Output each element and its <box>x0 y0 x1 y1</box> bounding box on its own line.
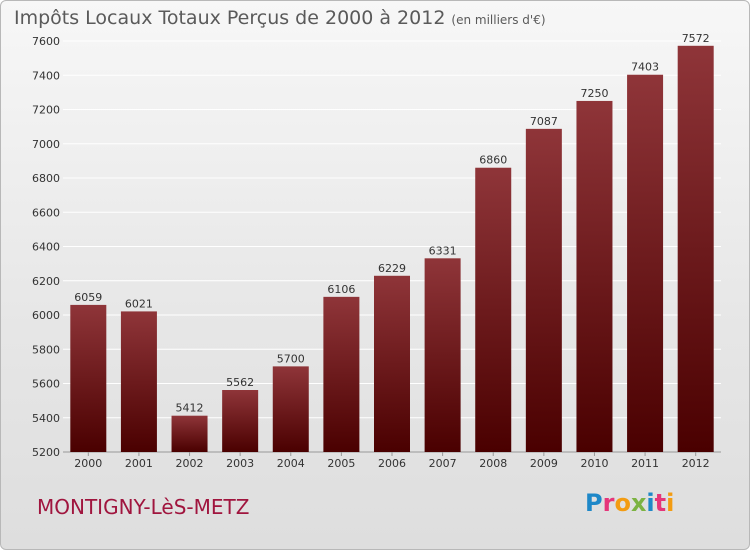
x-tick-label: 2007 <box>429 457 457 470</box>
data-label: 6331 <box>429 244 457 257</box>
x-tick-label: 2011 <box>631 457 659 470</box>
x-tick-label: 2005 <box>327 457 355 470</box>
bar-2007 <box>424 258 461 452</box>
data-label: 5562 <box>226 376 254 389</box>
y-tick-label: 7000 <box>32 138 60 151</box>
brand-letter: o <box>614 489 631 517</box>
x-tick-label: 2004 <box>277 457 305 470</box>
data-label: 5700 <box>277 352 305 365</box>
y-tick-label: 7400 <box>32 69 60 82</box>
data-label: 7572 <box>682 32 710 45</box>
bar-2006 <box>374 275 410 452</box>
x-tick-label: 2008 <box>479 457 507 470</box>
brand-letter: P <box>585 489 603 517</box>
x-tick-label: 2009 <box>530 457 558 470</box>
bar-2001 <box>120 311 157 452</box>
y-tick-label: 6800 <box>32 172 60 185</box>
x-tick-label: 2003 <box>226 457 254 470</box>
chart-subtitle: (en milliers d'€) <box>451 13 546 27</box>
data-label: 6229 <box>378 262 406 275</box>
x-tick-label: 2012 <box>682 457 710 470</box>
x-tick-label: 2000 <box>74 457 102 470</box>
city-name: MONTIGNY-LèS-METZ <box>37 495 250 519</box>
y-tick-label: 7200 <box>32 104 60 117</box>
x-tick-label: 2001 <box>125 457 153 470</box>
data-label: 7087 <box>530 115 558 128</box>
brand-letter: t <box>654 489 667 517</box>
bar-2004 <box>272 366 309 452</box>
title-text: Impôts Locaux Totaux Perçus de 2000 à 20… <box>14 7 446 29</box>
data-label: 6059 <box>74 291 102 304</box>
data-label: 5412 <box>176 402 204 415</box>
brand-letter: x <box>630 489 647 517</box>
bar-2010 <box>576 100 613 452</box>
bar-2008 <box>475 167 512 452</box>
bar-2012 <box>677 45 714 453</box>
brand-letter: i <box>646 489 655 517</box>
bar-2009 <box>525 128 562 452</box>
y-tick-label: 5200 <box>32 446 60 459</box>
bar-2003 <box>222 390 259 452</box>
chart-title: Impôts Locaux Totaux Perçus de 2000 à 20… <box>14 7 546 29</box>
y-tick-label: 7600 <box>32 35 60 48</box>
y-tick-label: 5600 <box>32 378 60 391</box>
y-tick-label: 5400 <box>32 412 60 425</box>
y-tick-label: 5800 <box>32 343 60 356</box>
bar-2000 <box>70 304 107 452</box>
data-label: 7250 <box>580 87 608 100</box>
y-tick-label: 6600 <box>32 206 60 219</box>
y-tick-label: 6000 <box>32 309 60 322</box>
x-tick-label: 2002 <box>176 457 204 470</box>
x-tick-label: 2010 <box>580 457 608 470</box>
bar-2011 <box>627 74 664 452</box>
y-tick-label: 6400 <box>32 241 60 254</box>
data-label: 6860 <box>479 154 507 167</box>
x-tick-label: 2006 <box>378 457 406 470</box>
bar-2002 <box>171 415 208 452</box>
brand-letter: i <box>666 489 675 517</box>
y-tick-label: 6200 <box>32 275 60 288</box>
brand-logo: Proxiti <box>585 489 674 517</box>
brand-letter: r <box>602 489 615 517</box>
data-label: 6106 <box>327 283 355 296</box>
bar-2005 <box>323 296 360 452</box>
data-label: 7403 <box>631 61 659 74</box>
data-label: 6021 <box>125 297 153 310</box>
